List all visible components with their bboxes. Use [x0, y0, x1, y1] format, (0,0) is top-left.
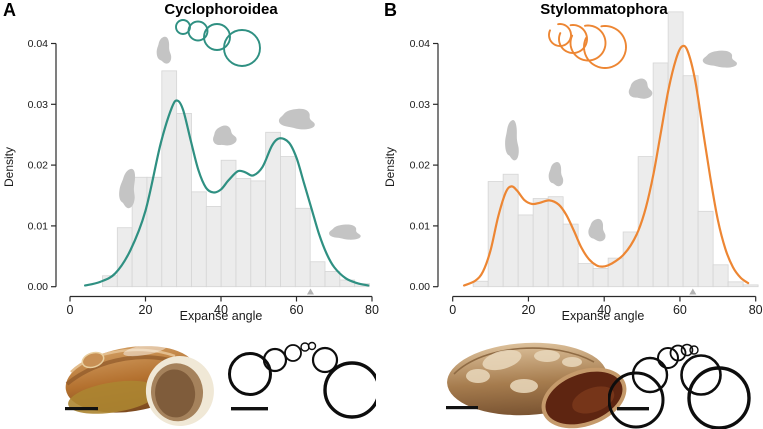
panel-a-title: Cyclophoroidea — [164, 1, 278, 18]
histogram-bar — [532, 198, 549, 288]
histogram-bar — [667, 11, 684, 288]
whorl-diagram-arc — [548, 23, 572, 47]
y-tick-label: 0.02 — [410, 160, 431, 172]
density-curve — [84, 99, 370, 287]
x-tick-label: 80 — [365, 303, 379, 317]
shell-photo-stylommatophora — [446, 342, 627, 429]
histogram-bar — [682, 75, 699, 288]
snail-silhouette-icon — [588, 218, 606, 242]
y-tick-label: 0.01 — [410, 220, 431, 232]
panel-b-label: B — [384, 0, 397, 20]
panel-b-xlabel: Expanse angle — [561, 309, 645, 323]
histogram-bar — [727, 281, 744, 288]
histogram-bar — [592, 268, 609, 288]
y-tick-label: 0.00 — [28, 281, 49, 293]
whorl-diagram-arc — [569, 24, 607, 62]
y-tick-label: 0.03 — [28, 99, 49, 111]
shell-cross-section-drawing-cyclophoroidea — [228, 341, 376, 419]
histogram-bar — [637, 156, 654, 288]
shell-cross-section-drawing-stylommatophora — [608, 343, 751, 429]
x-tick-label: 0 — [449, 303, 456, 317]
panel-a-chart: 0.00 0.01 0.02 0.03 0.04 0 20 40 60 80 — [28, 19, 379, 317]
snail-silhouette-icon — [505, 120, 519, 161]
whorl-diagram-arc — [583, 25, 627, 69]
snail-silhouette-icon — [213, 125, 237, 146]
x-tick-label: 40 — [214, 303, 228, 317]
histogram-bar — [517, 214, 534, 288]
histogram-bar — [324, 271, 341, 288]
whorl-diagram-circle — [203, 23, 231, 51]
x-tick-label: 40 — [597, 303, 611, 317]
x-tick-label: 60 — [673, 303, 687, 317]
whorl-diagram-arc — [558, 24, 588, 54]
y-tick-label: 0.04 — [28, 38, 49, 50]
shell-aperture — [145, 356, 214, 426]
snail-silhouette-icon — [329, 224, 361, 240]
panel-b-title: Stylommatophora — [540, 1, 668, 18]
shell-aperture — [541, 367, 627, 429]
x-tick-label: 20 — [139, 303, 153, 317]
y-tick-label: 0.02 — [28, 160, 49, 172]
scale-bar — [65, 407, 98, 411]
whorl-diagram-circle — [187, 20, 209, 42]
whorl-diagram-circle — [223, 29, 261, 67]
panel-b-chart: 0.00 0.01 0.02 0.03 0.04 0 20 40 60 80 — [410, 11, 763, 317]
histogram-bar — [191, 191, 207, 288]
histogram-bar — [577, 263, 594, 288]
snail-silhouette-icon — [702, 50, 737, 68]
panel-a-label: A — [3, 0, 16, 20]
axis-marker-triangle-icon — [689, 288, 697, 295]
x-tick-label: 20 — [521, 303, 535, 317]
scale-bar — [446, 406, 478, 410]
histogram-bar — [547, 196, 564, 288]
density-curve — [462, 44, 750, 287]
x-tick-label: 60 — [290, 303, 304, 317]
snail-silhouette-icon — [548, 162, 564, 187]
axis-marker-triangle-icon — [306, 288, 314, 295]
snail-silhouette-icon — [628, 78, 653, 99]
histogram-bar — [205, 206, 222, 288]
y-tick-label: 0.04 — [410, 38, 431, 50]
snail-silhouette-icon — [156, 36, 172, 64]
scale-bar — [617, 407, 649, 411]
snail-silhouette-icon — [119, 168, 136, 209]
histogram-bar — [742, 284, 759, 288]
histogram-bar — [697, 210, 714, 288]
snail-silhouette-icon — [278, 108, 315, 130]
x-tick-label: 0 — [67, 303, 74, 317]
y-tick-label: 0.00 — [410, 281, 431, 293]
shell-photo-cyclophoroidea — [65, 343, 214, 426]
histogram-bar — [294, 207, 311, 288]
histogram-bar — [250, 180, 267, 288]
histogram-bar — [487, 181, 504, 288]
histogram-bar — [131, 176, 148, 288]
histogram-bar — [652, 62, 669, 288]
panel-a-xlabel: Expanse angle — [179, 309, 263, 323]
x-tick-label: 80 — [749, 303, 763, 317]
histogram-bar — [712, 264, 729, 288]
histogram-bar — [116, 227, 133, 288]
y-tick-label: 0.01 — [28, 220, 49, 232]
histogram-bar — [176, 113, 192, 288]
histogram-bar — [309, 261, 326, 288]
histogram-bar — [622, 231, 639, 288]
histogram-bar — [280, 156, 296, 288]
scale-bar — [231, 407, 268, 411]
histogram-bar — [472, 280, 489, 288]
y-tick-label: 0.03 — [410, 99, 431, 111]
histogram-bar — [235, 178, 252, 288]
